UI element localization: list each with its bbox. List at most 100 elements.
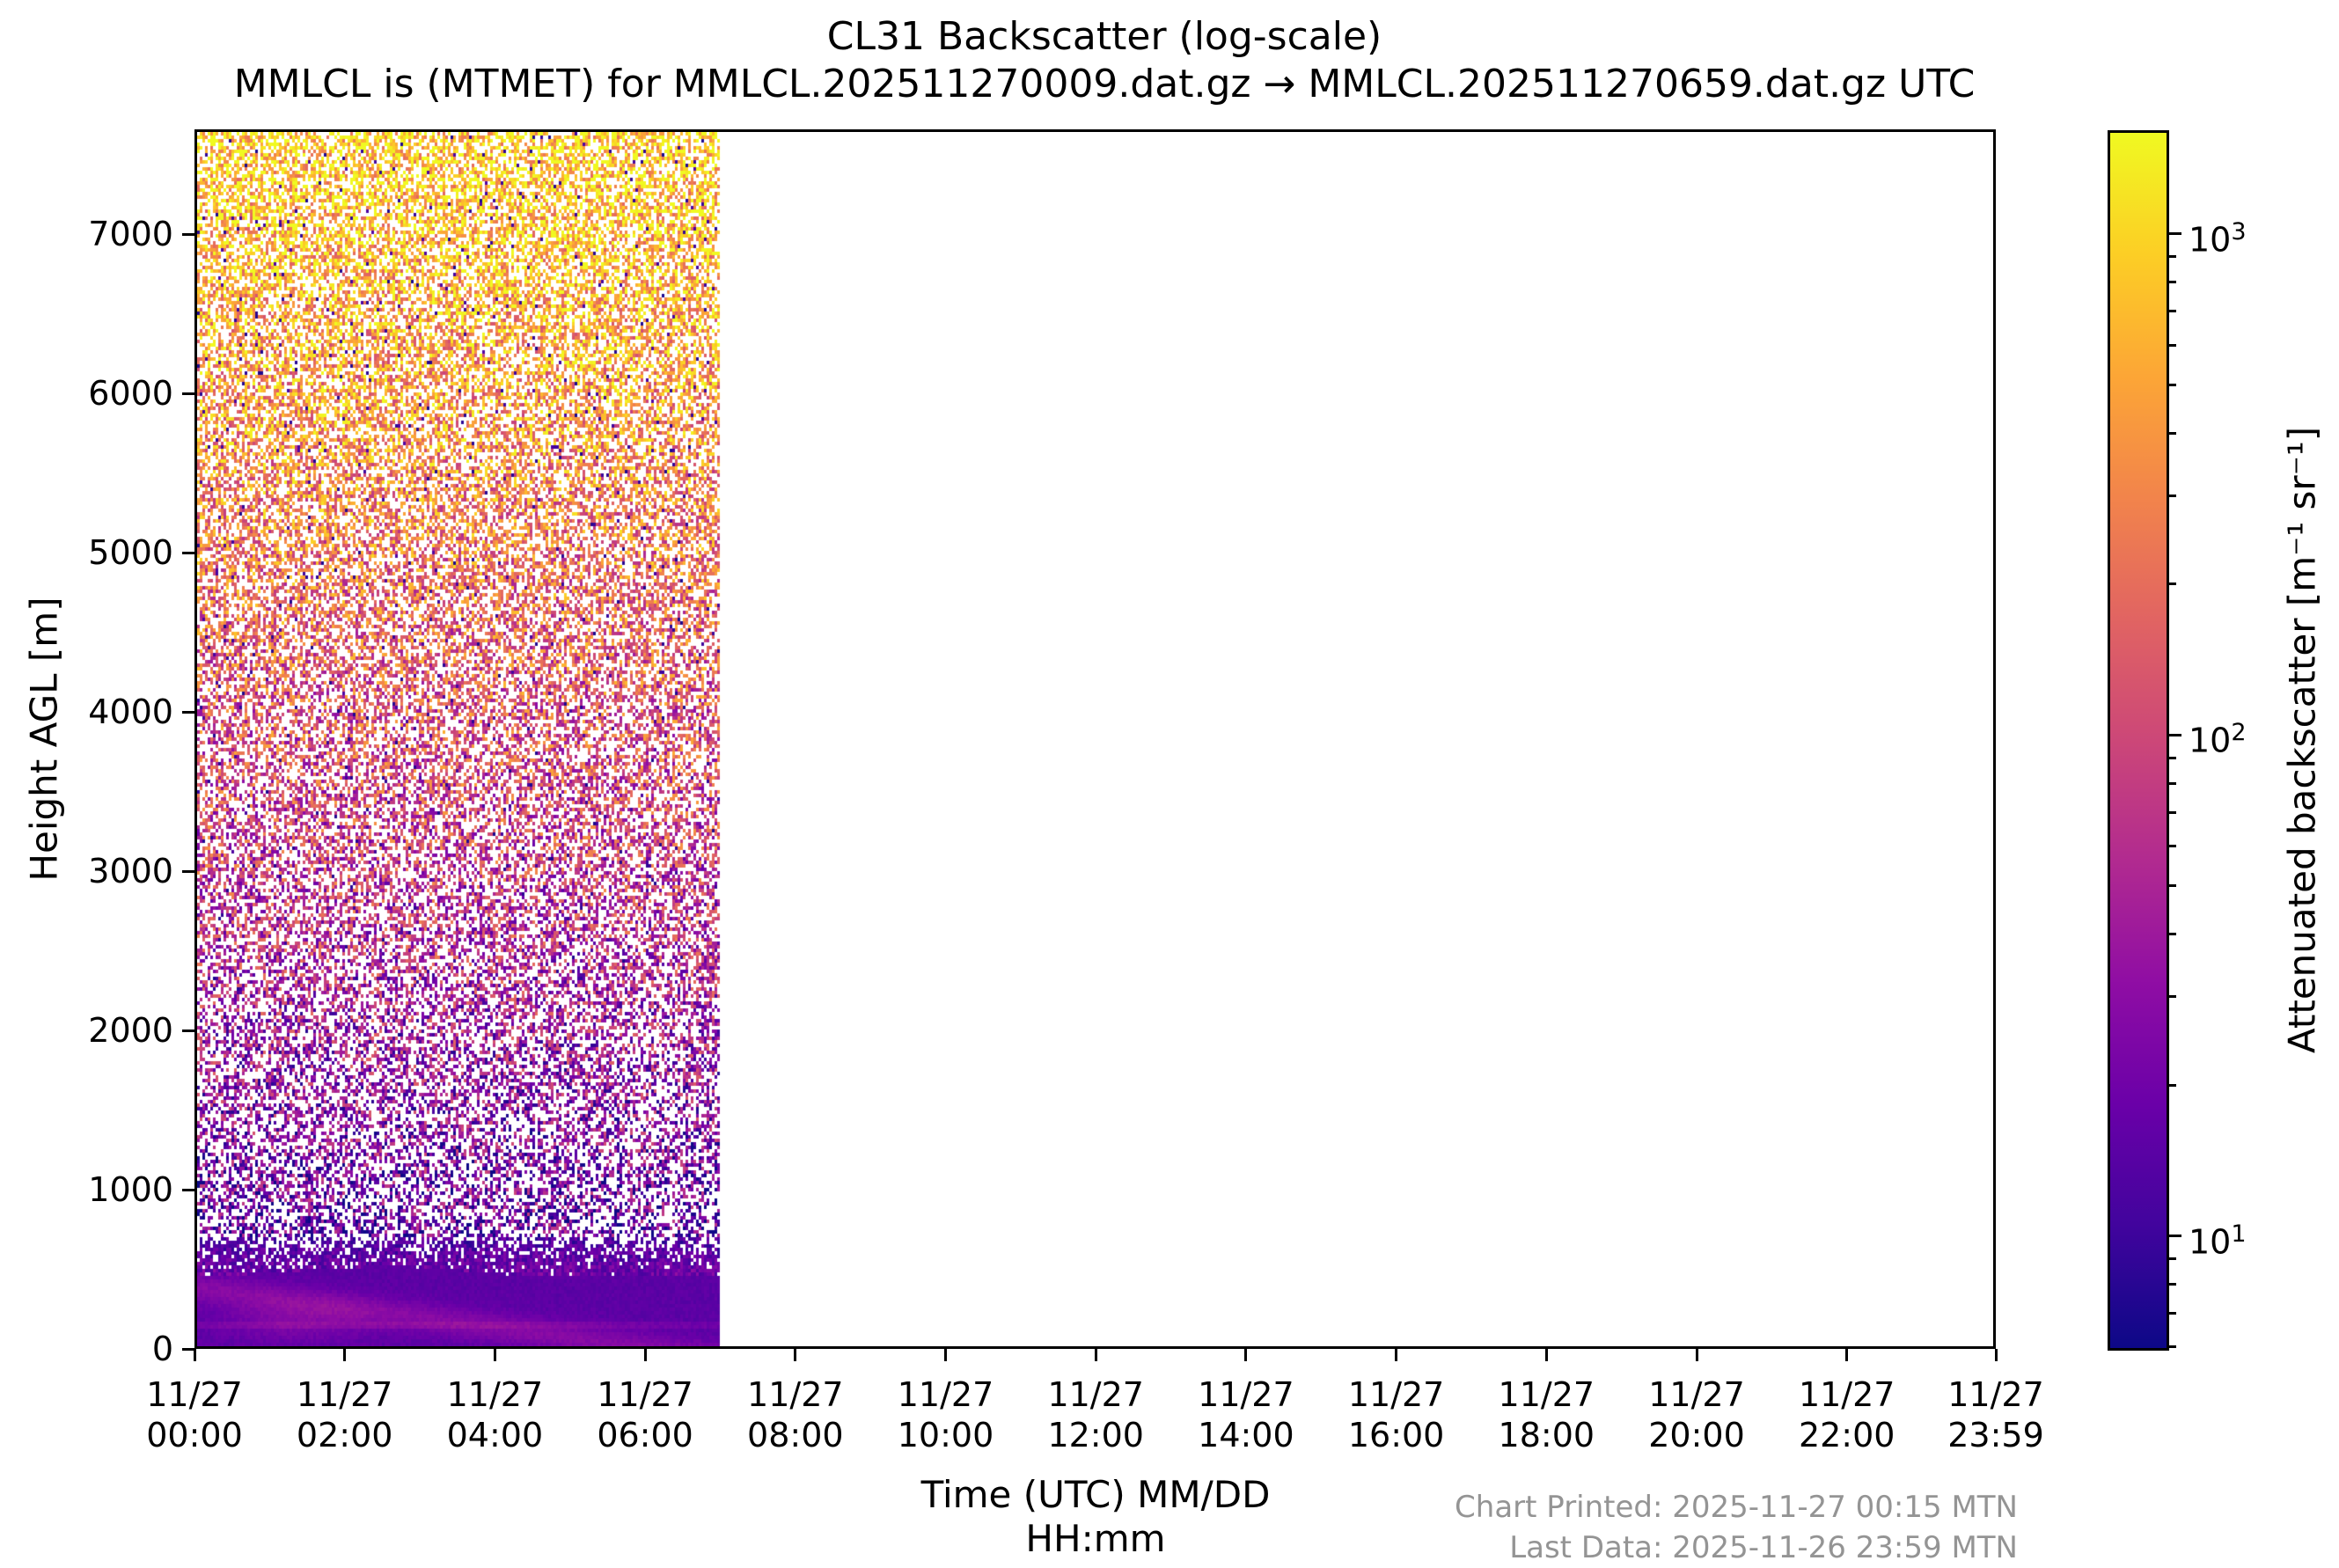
y-tick-label: 2000 [88, 1011, 173, 1051]
colorbar-minor-tick [2169, 1345, 2176, 1349]
x-tick-mark [493, 1349, 496, 1361]
colorbar-minor-tick [2169, 933, 2176, 936]
colorbar-minor-tick [2169, 1083, 2176, 1087]
y-tick-mark [182, 869, 194, 873]
x-tick-label-line: 11/27 [897, 1375, 994, 1414]
x-axis-label-line1: Time (UTC) MM/DD [920, 1473, 1271, 1516]
x-tick-label-line: 11/27 [1648, 1375, 1745, 1414]
colorbar-tick-label: 102 [2189, 719, 2247, 760]
x-tick-label-line: 06:00 [597, 1416, 693, 1454]
x-tick-label: 11/27 12:00 [999, 1374, 1192, 1455]
x-tick-label: 11/27 04:00 [398, 1374, 591, 1455]
colorbar [2108, 130, 2169, 1351]
x-tick-label-line: 04:00 [446, 1416, 544, 1454]
colorbar-tick-label: 103 [2189, 217, 2247, 260]
x-tick-mark [794, 1349, 797, 1361]
y-tick-mark [182, 392, 194, 395]
x-tick-mark [343, 1349, 347, 1361]
y-tick-label: 4000 [88, 692, 173, 732]
x-tick-label-line: 14:00 [1198, 1416, 1294, 1454]
x-tick-label: 11/27 06:00 [548, 1374, 742, 1455]
y-tick-mark [182, 551, 194, 554]
x-tick-mark [193, 1349, 196, 1361]
y-tick-label: 7000 [88, 215, 173, 254]
colorbar-minor-tick [2169, 431, 2176, 435]
colorbar-label: Attenuated backscatter [m⁻¹ sr⁻¹] [2280, 426, 2324, 1054]
colorbar-tick-exponent: 1 [2231, 1220, 2247, 1248]
x-tick-label-line: 11/27 [1798, 1375, 1895, 1414]
colorbar-minor-tick [2169, 494, 2176, 497]
footer-timestamps: Chart Printed: 2025-11-27 00:15 MTN Last… [1455, 1487, 2018, 1568]
x-tick-label-line: 11/27 [747, 1375, 844, 1414]
colorbar-tick-exponent: 3 [2231, 217, 2247, 245]
x-tick-label-line: 11/27 [1347, 1375, 1445, 1414]
x-tick-mark [1244, 1349, 1248, 1361]
x-axis-label-line2: HH:mm [1025, 1517, 1166, 1560]
colorbar-minor-tick [2169, 310, 2176, 313]
y-tick-mark [182, 1347, 194, 1351]
x-tick-label-line: 12:00 [1047, 1416, 1144, 1454]
x-tick-label-line: 11/27 [1198, 1375, 1294, 1414]
x-axis-label: Time (UTC) MM/DD HH:mm [744, 1473, 1448, 1561]
colorbar-minor-tick [2169, 343, 2176, 347]
y-tick-mark [182, 1029, 194, 1032]
chart-title: CL31 Backscatter (log-scale) [826, 14, 1382, 59]
x-tick-label-line: 00:00 [146, 1416, 243, 1454]
footer-last-data: Last Data: 2025-11-26 23:59 MTN [1509, 1530, 2018, 1565]
x-tick-label-line: 11/27 [446, 1375, 544, 1414]
x-tick-label-line: 11/27 [146, 1375, 243, 1414]
colorbar-minor-tick [2169, 844, 2176, 847]
x-tick-mark [944, 1349, 947, 1361]
y-tick-mark [182, 1188, 194, 1191]
x-tick-mark [643, 1349, 647, 1361]
y-axis-label: Height AGL [m] [22, 597, 66, 882]
y-tick-mark [182, 232, 194, 236]
x-tick-label: 11/27 14:00 [1149, 1374, 1343, 1455]
colorbar-minor-tick [2169, 583, 2176, 586]
x-tick-label: 11/27 10:00 [849, 1374, 1043, 1455]
colorbar-minor-tick [2169, 884, 2176, 888]
colorbar-major-tick [2169, 232, 2181, 236]
colorbar-minor-tick [2169, 1283, 2176, 1286]
x-tick-mark [1845, 1349, 1849, 1361]
x-tick-label-line: 20:00 [1648, 1416, 1745, 1454]
x-tick-mark [1695, 1349, 1698, 1361]
colorbar-minor-tick [2169, 1257, 2176, 1261]
x-tick-label-line: 11/27 [1047, 1375, 1144, 1414]
x-tick-label-line: 22:00 [1798, 1416, 1895, 1454]
x-tick-label-line: 02:00 [296, 1416, 393, 1454]
x-tick-label: 11/27 08:00 [699, 1374, 892, 1455]
footer-chart-printed: Chart Printed: 2025-11-27 00:15 MTN [1455, 1490, 2018, 1525]
colorbar-major-tick [2169, 733, 2181, 736]
x-tick-label-line: 11/27 [296, 1375, 393, 1414]
x-tick-label-line: 11/27 [1947, 1375, 2044, 1414]
plot-area [194, 129, 1996, 1349]
x-tick-label-line: 11/27 [597, 1375, 693, 1414]
x-tick-label: 11/27 00:00 [98, 1374, 291, 1455]
colorbar-minor-tick [2169, 255, 2176, 259]
colorbar-minor-tick [2169, 810, 2176, 814]
chart-subtitle: MMLCL is (MTMET) for MMLCL.202511270009.… [233, 62, 1976, 106]
colorbar-tick-exponent: 2 [2231, 719, 2247, 747]
x-tick-label: 11/27 20:00 [1600, 1374, 1793, 1455]
x-tick-label: 11/27 23:59 [1899, 1374, 2093, 1455]
y-tick-label: 6000 [88, 374, 173, 414]
colorbar-minor-tick [2169, 281, 2176, 284]
x-tick-mark [1544, 1349, 1548, 1361]
x-tick-label-line: 18:00 [1498, 1416, 1595, 1454]
x-tick-label-line: 08:00 [747, 1416, 844, 1454]
colorbar-minor-tick [2169, 383, 2176, 386]
x-tick-label-line: 10:00 [897, 1416, 994, 1454]
y-tick-label: 1000 [88, 1170, 173, 1210]
x-tick-label: 11/27 18:00 [1449, 1374, 1643, 1455]
x-tick-label: 11/27 02:00 [248, 1374, 442, 1455]
colorbar-minor-tick [2169, 995, 2176, 999]
colorbar-major-tick [2169, 1235, 2181, 1238]
y-tick-mark [182, 710, 194, 714]
y-tick-label: 5000 [88, 533, 173, 573]
x-tick-label-line: 16:00 [1347, 1416, 1445, 1454]
colorbar-tick-label: 101 [2189, 1220, 2247, 1262]
y-tick-label: 0 [151, 1330, 173, 1368]
y-tick-label: 3000 [88, 852, 173, 891]
